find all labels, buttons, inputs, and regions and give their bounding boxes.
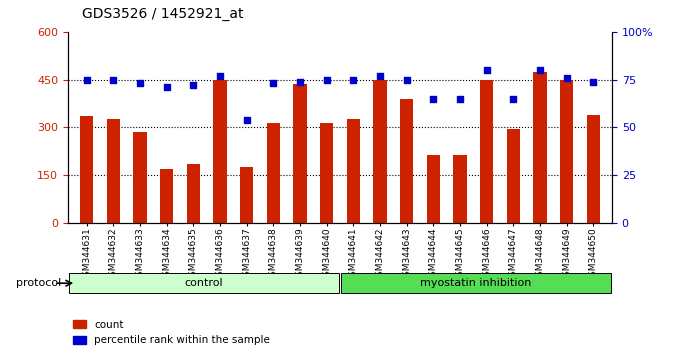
- Bar: [133, 132, 147, 223]
- Bar: [293, 84, 307, 223]
- Bar: [214, 80, 226, 223]
- Bar: [426, 154, 440, 223]
- Bar: [320, 123, 333, 223]
- FancyBboxPatch shape: [69, 273, 339, 293]
- Point: [81, 77, 92, 82]
- Point: [375, 73, 386, 79]
- Text: control: control: [185, 278, 223, 288]
- Point: [348, 77, 359, 82]
- Bar: [507, 129, 520, 223]
- Bar: [347, 120, 360, 223]
- Point: [454, 96, 465, 102]
- Bar: [80, 116, 93, 223]
- Bar: [533, 72, 547, 223]
- Point: [294, 79, 305, 84]
- Point: [268, 81, 279, 86]
- Bar: [187, 164, 200, 223]
- Bar: [454, 154, 466, 223]
- Point: [428, 96, 439, 102]
- Point: [135, 81, 146, 86]
- FancyBboxPatch shape: [341, 273, 611, 293]
- Bar: [267, 123, 280, 223]
- Text: GDS3526 / 1452921_at: GDS3526 / 1452921_at: [82, 7, 243, 21]
- Point: [161, 85, 172, 90]
- Point: [508, 96, 519, 102]
- Bar: [480, 80, 493, 223]
- Point: [241, 117, 252, 122]
- Bar: [560, 80, 573, 223]
- Point: [481, 67, 492, 73]
- Point: [215, 73, 226, 79]
- Legend: count, percentile rank within the sample: count, percentile rank within the sample: [73, 320, 270, 345]
- Point: [188, 82, 199, 88]
- Bar: [587, 115, 600, 223]
- Text: protocol: protocol: [16, 278, 61, 288]
- Bar: [160, 169, 173, 223]
- Bar: [400, 99, 413, 223]
- Text: myostatin inhibition: myostatin inhibition: [420, 278, 532, 288]
- Bar: [107, 120, 120, 223]
- Point: [108, 77, 119, 82]
- Point: [534, 67, 545, 73]
- Bar: [240, 167, 254, 223]
- Point: [561, 75, 572, 81]
- Point: [401, 77, 412, 82]
- Point: [321, 77, 332, 82]
- Point: [588, 79, 599, 84]
- Bar: [373, 80, 387, 223]
